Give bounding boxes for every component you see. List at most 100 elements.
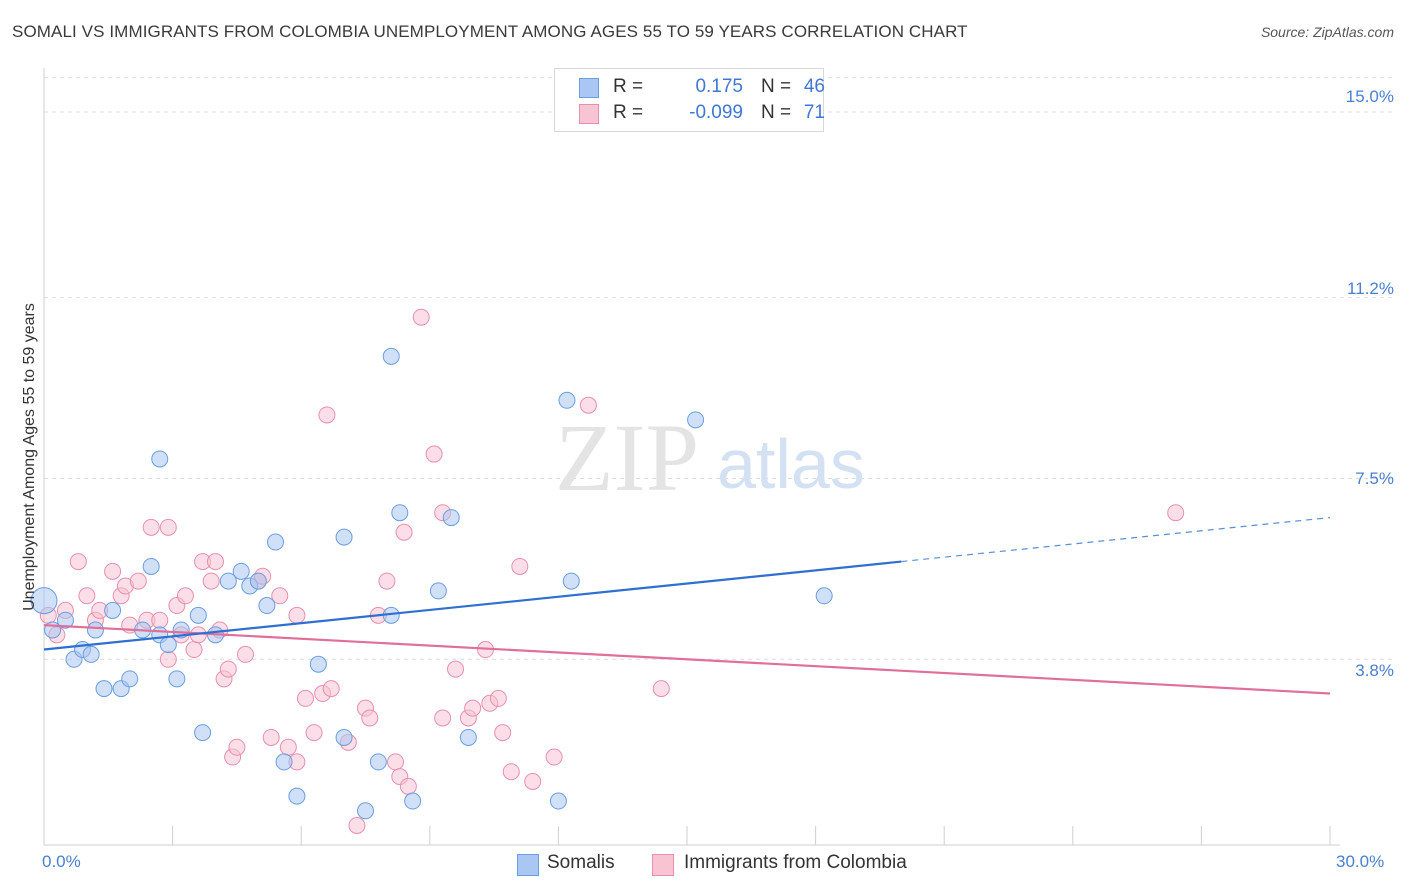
y-tick-label-15: 15.0% xyxy=(1345,87,1394,106)
legend-swatch-colombia xyxy=(579,104,599,124)
trend-lines xyxy=(43,516,1331,695)
legend-n-value-somalis: 46 xyxy=(803,76,825,97)
colombia-point-30 xyxy=(236,645,254,663)
somali-trend-extension xyxy=(901,516,1331,563)
somali-point-36 xyxy=(391,504,409,522)
legend-n-label: N = xyxy=(761,102,792,123)
colombia-point-29 xyxy=(228,738,246,756)
somali-point-31 xyxy=(335,528,353,546)
colombia-point-19 xyxy=(176,587,194,605)
watermark-atlas: atlas xyxy=(717,425,865,503)
somali-point-37 xyxy=(404,792,422,810)
somali-point-43 xyxy=(562,572,580,590)
somali-point-19 xyxy=(194,724,212,742)
colombia-point-34 xyxy=(271,587,289,605)
axes xyxy=(43,68,1340,846)
colombia-point-27 xyxy=(219,660,237,678)
series-legend: Somalis Immigrants from Colombia xyxy=(0,852,1406,878)
colombia-point-35 xyxy=(279,738,297,756)
watermark-zip: ZIP xyxy=(555,404,699,511)
somali-point-12 xyxy=(142,557,160,575)
colombia-point-63 xyxy=(494,724,512,742)
colombia-point-16 xyxy=(159,650,177,668)
somali-point-0 xyxy=(30,587,58,615)
colombia-point-44 xyxy=(348,816,366,834)
colombia-point-20 xyxy=(185,641,203,659)
colombia-point-67 xyxy=(545,748,563,766)
somali-point-28 xyxy=(288,787,306,805)
somali-point-16 xyxy=(168,670,186,688)
legend-n-label: N = xyxy=(761,76,792,97)
somali-point-10 xyxy=(121,670,139,688)
somali-point-42 xyxy=(558,391,576,409)
colombia-point-55 xyxy=(434,709,452,727)
somali-point-40 xyxy=(459,728,477,746)
colombia-point-62 xyxy=(489,689,507,707)
somali-point-27 xyxy=(275,753,293,771)
x-tick-label-0: 0.0% xyxy=(42,852,81,871)
series-swatch-colombia xyxy=(652,854,674,876)
somali-point-32 xyxy=(357,802,374,820)
colombia-point-51 xyxy=(395,523,413,541)
somali-point-26 xyxy=(266,533,284,551)
somali-point-33 xyxy=(369,753,387,771)
legend-swatch-somalis xyxy=(579,78,599,98)
colombia-point-37 xyxy=(288,606,306,624)
colombia-point-23 xyxy=(202,572,220,590)
chart-title: SOMALI VS IMMIGRANTS FROM COLOMBIA UNEMP… xyxy=(12,22,968,41)
y-axis-label: Unemployment Among Ages 55 to 59 years xyxy=(21,303,38,611)
somali-point-35 xyxy=(382,347,400,365)
legend-r-value-somalis: 0.175 xyxy=(695,76,743,97)
somali-point-38 xyxy=(429,582,447,600)
y-tick-label-7-5: 7.5% xyxy=(1355,469,1394,488)
colombia-point-39 xyxy=(305,724,323,742)
colombia-point-11 xyxy=(129,572,147,590)
colombia-point-69 xyxy=(652,680,670,698)
colombia-point-14 xyxy=(151,611,169,629)
series-swatch-somalis xyxy=(517,854,539,876)
y-tick-label-11-2: 11.2% xyxy=(1347,279,1394,298)
somali-point-45 xyxy=(815,587,833,605)
colombia-point-7 xyxy=(104,562,122,580)
x-tick-label-30: 30.0% xyxy=(1336,852,1385,871)
somali-point-15 xyxy=(159,636,177,654)
colombia-point-38 xyxy=(296,689,314,707)
colombia-point-42 xyxy=(322,680,340,698)
colombia-point-70 xyxy=(1167,504,1185,522)
colombia-point-49 xyxy=(387,753,405,771)
colombia-point-3 xyxy=(69,553,87,571)
colombia-point-59 xyxy=(464,699,482,717)
y-tick-label-3-8: 3.8% xyxy=(1355,661,1394,680)
colombia-point-64 xyxy=(502,763,520,781)
colombia-point-46 xyxy=(361,709,379,727)
somali-point-41 xyxy=(549,792,567,810)
somali-points xyxy=(30,347,833,820)
colombia-point-24 xyxy=(206,553,224,571)
somali-point-30 xyxy=(335,728,353,746)
somali-point-24 xyxy=(249,572,267,590)
colombia-point-68 xyxy=(579,396,597,414)
colombia-point-57 xyxy=(447,660,465,678)
somali-point-6 xyxy=(86,621,104,639)
legend-r-label: R = xyxy=(613,102,644,123)
legend-r-value-colombia: -0.099 xyxy=(689,102,743,123)
somali-point-8 xyxy=(104,601,122,619)
somali-point-25 xyxy=(258,597,276,615)
colombia-point-15 xyxy=(159,518,177,536)
colombia-point-13 xyxy=(142,518,160,536)
colombia-point-66 xyxy=(524,772,542,790)
somali-point-14 xyxy=(151,450,169,468)
colombia-point-54 xyxy=(425,445,443,463)
colombia-points xyxy=(39,308,1185,834)
x-tick-marks xyxy=(43,826,1331,845)
somali-point-18 xyxy=(189,606,207,624)
legend-n-value-colombia: 71 xyxy=(803,102,825,123)
colombia-point-65 xyxy=(511,557,529,575)
somali-point-2 xyxy=(56,611,74,629)
somali-point-5 xyxy=(82,645,100,663)
series-label-colombia: Immigrants from Colombia xyxy=(684,852,907,873)
colombia-point-41 xyxy=(318,406,336,424)
source-label: Source: ZipAtlas.com xyxy=(1260,24,1394,40)
colombia-point-4 xyxy=(78,587,96,605)
